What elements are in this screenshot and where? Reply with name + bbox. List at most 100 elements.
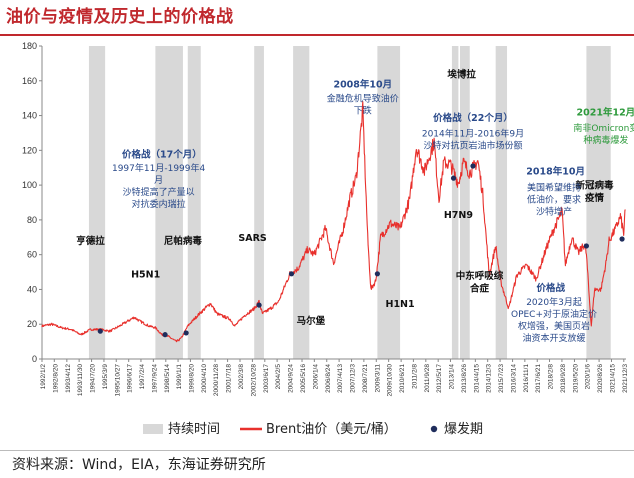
legend-swatch-duration [143,424,163,434]
x-tick-label: 2017/6/21 [535,364,542,393]
chart-annotation: 2008年10月 [333,79,392,91]
shaded-period [377,46,401,359]
outbreak-point [619,236,625,242]
shaded-period [586,46,611,359]
x-tick-label: 2008/7/21 [362,364,369,393]
chart-annotation: 沙特增产 [536,205,572,217]
page-title: 油价与疫情及历史上的价格战 [6,7,234,27]
x-tick-label: 2016/3/14 [511,364,518,393]
chart-annotation: 2014年11月-2016年9月 [422,127,524,139]
x-tick-label: 2013/8/26 [461,364,468,393]
chart-annotation: 美国希望维持 [527,181,581,193]
chart-annotation: 1997年11月-1999年4 [112,162,206,174]
x-tick-label: 2018/9/28 [560,364,567,393]
chart-annotation: 价格战 [537,282,566,294]
y-tick-label: 80 [27,215,37,225]
legend-label-brent: Brent油价（美元/桶） [266,422,397,437]
chart-annotation: 马尔堡 [297,315,326,327]
x-tick-label: 2003/6/17 [263,364,270,393]
x-tick-label: 2000/11/28 [213,364,220,396]
brent-price-line [41,101,626,343]
source-note: 资料来源：Wind，EIA，东海证券研究所 [12,457,266,473]
x-tick-label: 2019/5/20 [572,364,579,393]
x-tick-label: 2011/9/28 [424,364,431,393]
chart-annotation: 价格战（22个月） [433,112,513,124]
shaded-period [495,46,508,359]
chart-annotation: 权增强，美国页岩 [518,320,590,332]
shaded-period [451,46,459,359]
chart-annotation: 油资本开支放缓 [523,332,586,344]
chart-annotation: H5N1 [131,269,160,280]
chart-annotation: 尼帕病毒 [164,235,203,247]
chart-annotation: 2018年10月 [526,166,585,178]
legend-label-duration: 持续时间 [168,422,220,437]
y-tick-label: 140 [22,111,37,121]
x-tick-label: 2011/2/8 [411,364,418,389]
y-tick-label: 160 [22,76,37,86]
chart-annotation: 种病毒爆发 [583,134,628,146]
x-tick-label: 1997/9/24 [151,364,158,393]
chart-annotation: H7N9 [444,210,473,221]
x-tick-label: 2021/4/15 [609,364,616,393]
chart-annotation: 金融危机导致油价 [327,93,399,105]
outbreak-point [374,271,380,277]
chart-annotation: 价格战（17个月） [122,148,202,160]
outbreak-point [288,271,295,277]
y-tick-label: 60 [27,250,37,260]
x-tick-label: 2016/11/1 [523,364,530,393]
y-tick-label: 100 [22,180,37,190]
outbreak-point [162,332,168,338]
shaded-period [293,46,310,359]
x-tick-label: 2004/2/5 [275,364,282,390]
chart-annotation: 新冠病毒 [576,180,615,192]
x-tick-label: 2021/12/3 [622,364,629,393]
x-tick-label: 2007/12/3 [350,364,357,393]
x-tick-label: 2009/3/11 [374,364,381,393]
x-tick-label: 2001/7/18 [226,364,233,393]
chart-annotation: 亨德拉 [76,235,105,247]
x-tick-label: 1995/3/9 [102,364,109,390]
x-tick-label: 2004/9/24 [287,364,294,393]
shaded-period [155,46,183,359]
chart-annotation: 2021年12月 [577,107,634,119]
shaded-period [187,46,201,359]
chart-annotation: 疫情 [585,192,605,204]
outbreak-point [583,243,590,249]
y-tick-label: 180 [22,41,37,51]
title-divider [0,34,634,36]
outbreak-point [183,330,189,336]
x-tick-label: 2006/8/24 [325,364,332,393]
x-tick-label: 1999/1/1 [176,364,183,390]
outbreak-point [470,163,476,169]
plot-area: 0 20 40 60 80 100 120 140 160 180 1992/1/2 1992/8/2… [22,41,634,397]
x-tick-label: 2014/12/3 [486,364,493,393]
shaded-period [460,46,470,359]
outbreak-point [256,302,262,308]
chart-annotation: 低油价，要求 [527,193,581,205]
chart-annotation: 埃博拉 [447,68,476,80]
oil-price-chart: 0 20 40 60 80 100 120 140 160 180 1992/1/2 1992/8/2… [22,41,634,437]
x-tick-label: 2005/5/16 [300,364,307,393]
chart-annotation: 南非Omicron变 [573,122,634,134]
x-tick-label: 2012/5/17 [436,364,443,393]
chart-annotation: 对抗委内瑞拉 [132,198,186,210]
chart-legend: 持续时间 Brent油价（美元/桶） 爆发期 [143,421,483,437]
x-tick-label: 2009/10/30 [387,364,394,397]
x-tick-label: 2015/7/23 [498,364,505,393]
x-tick-label: 2020/8/26 [597,364,604,393]
chart-annotation: H1N1 [386,299,415,310]
x-tick-label: 1998/5/14 [164,364,171,393]
chart-annotation: OPEC+对于原油定价 [511,308,597,320]
source-divider [0,450,634,451]
x-tick-label: 1994/7/20 [90,364,97,393]
x-tick-label: 1992/1/2 [40,364,47,390]
chart-annotation: 下跌 [354,106,372,117]
x-tick-label: 1993/11/30 [77,364,84,396]
x-tick-label: 1997/2/4 [139,364,146,390]
chart-annotation: 沙特对抗页岩油市场份额 [423,139,522,151]
chart-annotation: 沙特提高了产量以 [123,186,195,198]
chart-annotation: 月 [154,175,163,186]
legend-label-outbreak: 爆发期 [444,421,483,437]
x-tick-label: 2002/3/8 [238,364,245,390]
x-tick-label: 1999/8/20 [188,364,195,393]
